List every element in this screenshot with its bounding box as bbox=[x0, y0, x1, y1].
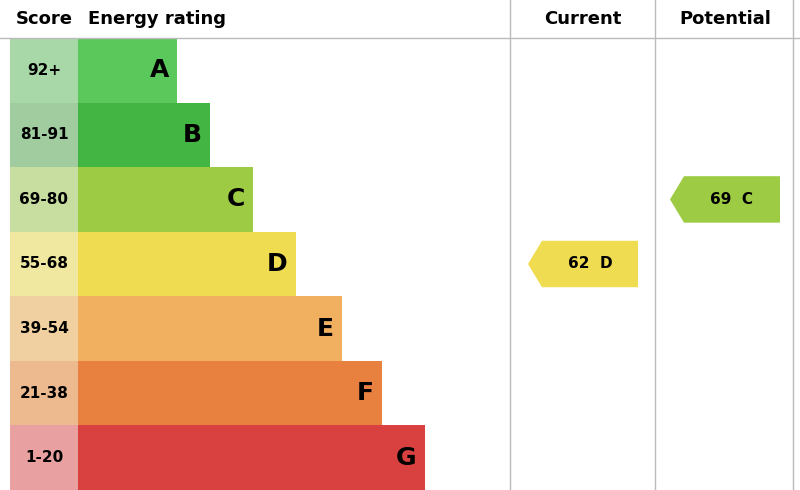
Text: 62  D: 62 D bbox=[568, 256, 612, 271]
Polygon shape bbox=[78, 296, 342, 361]
Polygon shape bbox=[670, 176, 780, 222]
Text: G: G bbox=[396, 446, 417, 470]
Text: C: C bbox=[226, 188, 245, 211]
Text: 21-38: 21-38 bbox=[19, 386, 69, 401]
Text: 69  C: 69 C bbox=[710, 192, 754, 207]
Text: 55-68: 55-68 bbox=[19, 256, 69, 271]
Text: Potential: Potential bbox=[679, 10, 771, 28]
Polygon shape bbox=[78, 232, 296, 296]
Text: Score: Score bbox=[15, 10, 73, 28]
Text: A: A bbox=[150, 58, 169, 82]
Text: B: B bbox=[183, 123, 202, 147]
Text: F: F bbox=[357, 381, 374, 405]
Text: 1-20: 1-20 bbox=[25, 450, 63, 465]
Text: Energy rating: Energy rating bbox=[88, 10, 226, 28]
Text: D: D bbox=[267, 252, 288, 276]
Polygon shape bbox=[78, 38, 177, 102]
Text: 39-54: 39-54 bbox=[19, 321, 69, 336]
Polygon shape bbox=[78, 425, 425, 490]
Polygon shape bbox=[78, 102, 210, 167]
Polygon shape bbox=[528, 241, 638, 287]
Text: Current: Current bbox=[544, 10, 622, 28]
Text: 81-91: 81-91 bbox=[20, 127, 68, 143]
Polygon shape bbox=[78, 361, 382, 425]
Text: 92+: 92+ bbox=[27, 63, 61, 78]
Polygon shape bbox=[78, 167, 253, 232]
Text: E: E bbox=[317, 317, 334, 341]
Text: 69-80: 69-80 bbox=[19, 192, 69, 207]
